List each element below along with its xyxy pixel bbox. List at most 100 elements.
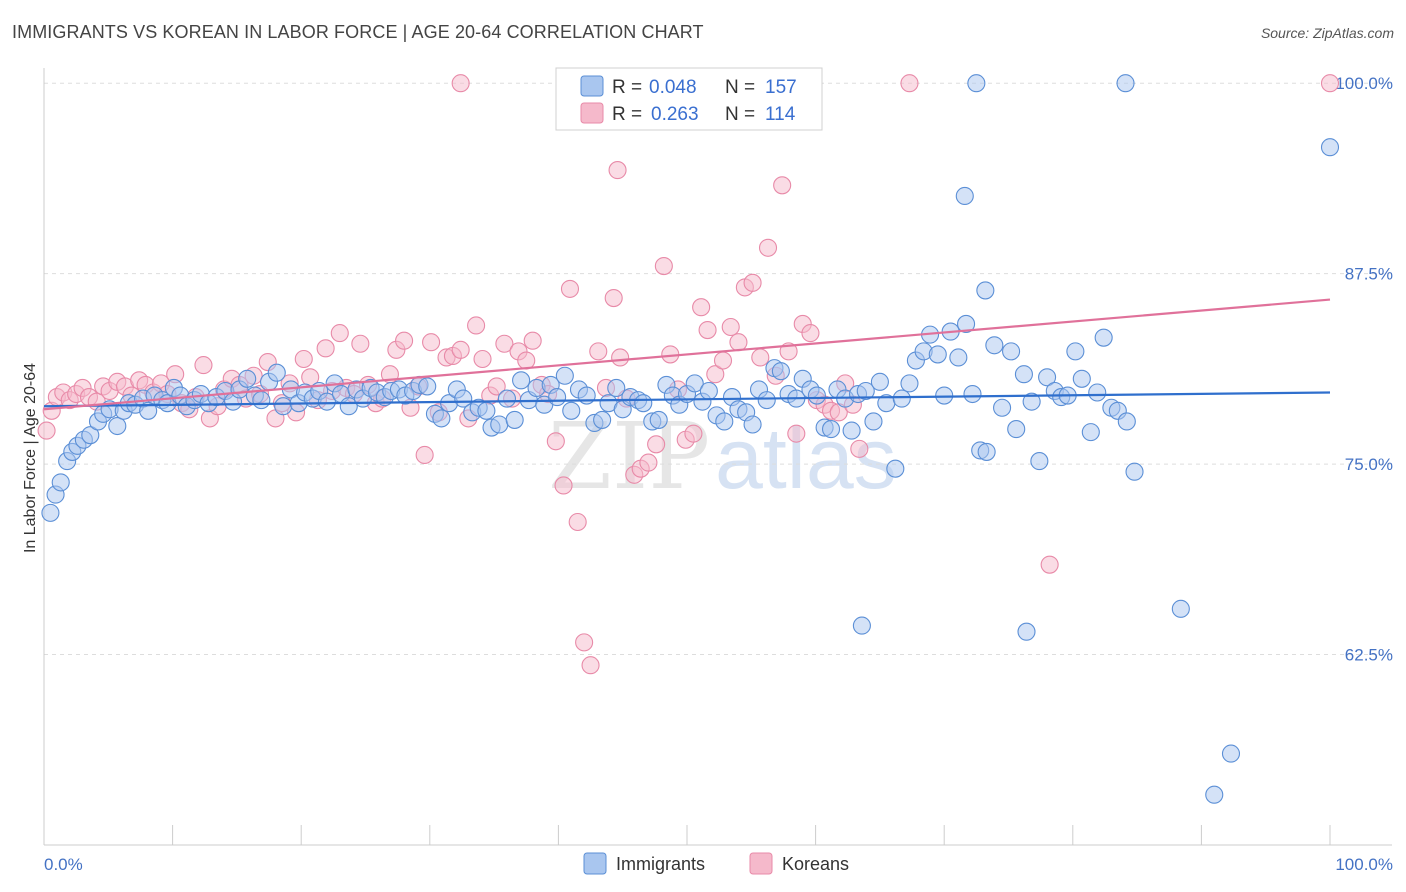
korean-point [801,324,820,343]
legend-swatch-koreans [580,102,604,124]
bottom-legend-swatch-immigrants [583,852,607,875]
immigrant-point [955,186,974,206]
immigrant-point [512,371,531,390]
korean-point [743,273,762,292]
immigrant-point [418,377,437,396]
korean-point [692,298,711,317]
legend-r-label-koreans: R = [612,104,642,125]
immigrant-point [963,384,982,404]
immigrant-point [856,381,875,401]
immigrant-point [757,391,776,410]
immigrant-point [976,281,995,300]
korean-point [706,365,725,384]
korean-point [611,348,630,367]
immigrant-point [267,363,286,382]
legend-n-value-immigrants: 157 [765,77,797,98]
legend-n-label-koreans: N = [725,104,755,125]
korean-point [415,445,434,465]
immigrant-point [1320,138,1340,157]
immigrant-point [555,366,574,385]
y-tick-label: 75.0% [1345,455,1393,474]
korean-point [608,161,627,180]
korean-point [581,656,600,675]
immigrant-point [886,459,905,478]
korean-point [575,633,594,652]
immigrant-point [715,412,734,431]
immigrant-point [317,392,336,411]
immigrant-point [1117,412,1136,431]
immigrant-point [432,409,451,428]
korean-point [751,348,770,367]
korean-point [316,339,335,358]
immigrant-point [634,394,653,413]
watermark-zip: ZIP [548,403,710,510]
immigrant-point [807,386,826,405]
immigrant-point [1221,744,1241,763]
korean-point [422,333,441,352]
bottom-legend: Immigrants Koreans [583,852,849,875]
immigrant-point [771,362,790,381]
immigrant-point [985,336,1004,355]
immigrant-point [1002,342,1021,361]
korean-point [330,324,349,343]
bottom-legend-immigrants: Immigrants [616,854,705,874]
korean-point [1040,555,1059,574]
korean-point [698,320,717,340]
immigrant-point [1125,462,1144,481]
bottom-legend-swatch-koreans [749,852,773,875]
korean-point [639,453,658,472]
immigrant-point [1171,599,1190,618]
immigrant-point [870,372,889,391]
korean-point [467,316,486,335]
immigrant-point [139,401,158,420]
korean-point [294,349,313,369]
immigrant-point [477,401,496,420]
immigrant-point [274,397,293,416]
immigrant-point [548,388,567,407]
y-tick-labels: 62.5% 75.0% 87.5% 100.0% [1335,74,1393,664]
immigrant-point [993,398,1012,417]
immigrant-point [1205,785,1224,804]
immigrant-point [928,345,947,364]
korean-point [684,424,703,443]
immigrant-point [41,503,60,522]
immigrant-point [562,401,581,420]
korean-point [604,289,623,308]
korean-point [194,356,213,375]
immigrant-point [1022,392,1041,411]
x-ticks [43,825,1331,845]
immigrant-point [1088,383,1107,402]
immigrant-point [685,374,704,393]
immigrant-point [1038,368,1057,387]
x-tick-label-max: 100.0% [1335,855,1393,874]
bottom-legend-koreans: Koreans [782,854,849,874]
korean-point [495,334,514,353]
korean-point [451,74,470,93]
korean-point [1320,74,1340,93]
korean-point [647,435,666,454]
korean-point [773,176,792,195]
immigrant-point [900,374,919,393]
legend-n-value-koreans: 114 [765,104,796,125]
immigrant-point [1007,420,1026,439]
korean-point [721,317,740,337]
legend-n-label-immigrants: N = [725,77,755,98]
legend-r-value-koreans: 0.263 [651,104,699,125]
immigrant-point [1030,452,1049,471]
legend-r-value-immigrants: 0.048 [649,77,697,98]
korean-point [451,340,470,359]
immigrant-point [607,378,626,397]
korean-point [713,351,733,370]
chart-title: IMMIGRANTS VS KOREAN IN LABOR FORCE | AG… [12,22,704,42]
korean-point [473,349,492,369]
immigrant-point [1066,342,1085,361]
immigrant-point [1081,423,1100,442]
immigrant-point [1017,622,1036,641]
immigrant-point [593,410,612,429]
immigrant-point [864,412,883,431]
korean-point [523,331,542,350]
y-tick-label: 62.5% [1345,646,1393,665]
immigrant-point [821,420,841,439]
legend-r-label-immigrants: R = [612,77,642,98]
